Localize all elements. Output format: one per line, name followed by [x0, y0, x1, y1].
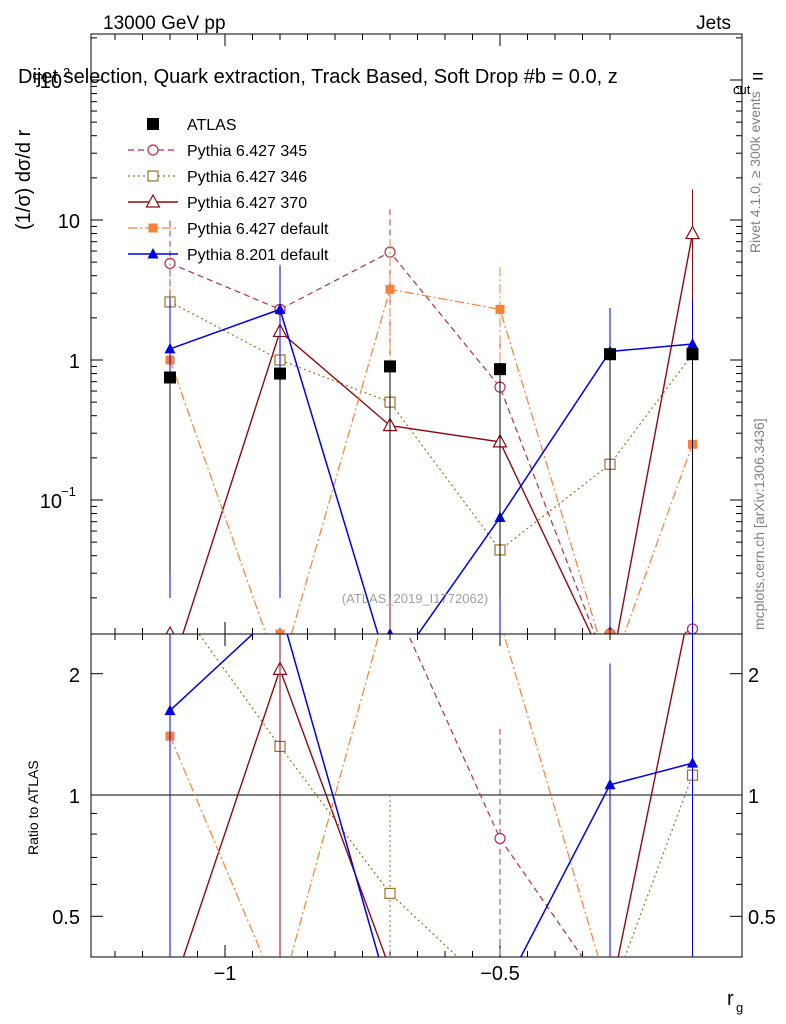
y-tick-0.1-base: 10	[40, 491, 62, 513]
legend-marker	[148, 223, 158, 233]
legend-label: Pythia 6.427 370	[187, 195, 307, 212]
legend-label: Pythia 6.427 default	[187, 221, 329, 238]
data-point	[164, 371, 176, 384]
data-point	[386, 628, 394, 634]
data-point	[494, 363, 506, 376]
legend-marker	[145, 193, 161, 208]
ratio-y-axis-label: Ratio to ATLAS	[25, 760, 41, 855]
data-point	[274, 367, 286, 380]
ratio-point	[604, 778, 616, 790]
data-point	[384, 360, 396, 373]
y-tick-1: 1	[69, 351, 80, 373]
ratio-panel	[90, 633, 743, 958]
legend-marker	[147, 170, 159, 182]
analysis-watermark: (ATLAS_2019_I1772062)	[342, 591, 488, 606]
data-point	[604, 348, 616, 361]
x-axis-label: r g	[727, 988, 743, 1015]
data-point	[165, 625, 175, 634]
legend-label: Pythia 6.427 346	[187, 169, 307, 186]
legend-item-pythia-6-427-346: Pythia 6.427 346	[128, 169, 307, 186]
ratio-line-pythia-6-427-370	[182, 634, 686, 957]
legend-marker	[147, 248, 159, 259]
ratio-y-tick-1: 1	[69, 786, 80, 808]
data-point	[495, 304, 505, 314]
series-line-pythia-6-427-346	[169, 301, 693, 551]
legend-item-pythia-6-427-default: Pythia 6.427 default	[128, 221, 329, 238]
x-tick-minus1: −1	[214, 963, 237, 985]
data-point	[274, 303, 286, 314]
main-series-atlas	[164, 348, 699, 598]
ratio-line-pythia-8-201-default	[169, 634, 693, 957]
data-point	[684, 225, 701, 240]
ratio-y-tick-1-right: 1	[748, 786, 759, 808]
y-tick-100-exponent: 2	[63, 65, 70, 80]
plot-title-text: Dijet selection, Quark extraction, Track…	[18, 66, 618, 88]
ratio-axis-ticks	[91, 634, 742, 957]
ratio-series	[164, 634, 699, 957]
rivet-version-label: Rivet 4.1.0, ≥ 300k events	[747, 91, 763, 253]
legend-item-pythia-6-427-370: Pythia 6.427 370	[128, 193, 307, 212]
main-y-axis-label-text: (1/σ) dσ/d r	[13, 129, 35, 230]
main-panel: (ATLAS_2019_I1772062)	[90, 33, 743, 635]
plot-title: Dijet selection, Quark extraction, Track…	[18, 66, 764, 97]
main-y-axis-label: (1/σ) dσ/d r g	[13, 73, 43, 230]
x-tick-minus0.5: −0.5	[480, 963, 519, 985]
ratio-point	[384, 887, 396, 899]
data-point	[385, 284, 395, 294]
legend-label: Pythia 8.201 default	[187, 247, 329, 264]
y-tick-0.1-exponent: −1	[61, 484, 76, 499]
series-line-pythia-6-427-default	[169, 288, 694, 634]
ratio-y-tick-2-right: 2	[748, 665, 759, 687]
legend-item-pythia-8-201-default: Pythia 8.201 default	[128, 247, 329, 264]
ratio-series-pythia-8-201-default	[164, 634, 698, 957]
ratio-y-tick-0.5: 0.5	[52, 907, 80, 929]
plot-title-end: =	[752, 66, 764, 88]
data-point	[164, 342, 176, 354]
y-tick-10: 10	[58, 211, 80, 233]
main-series-pythia-8-201-default	[164, 265, 698, 634]
legend-marker	[147, 118, 159, 130]
ratio-y-tick-2: 2	[69, 665, 80, 687]
x-axis-label-subscript: g	[736, 1000, 743, 1015]
series-line-pythia-6-427-370	[182, 233, 694, 634]
process-label: Jets	[696, 13, 731, 34]
legend-item-pythia-6-427-345: Pythia 6.427 345	[128, 143, 307, 160]
main-y-axis-label-subscript: g	[28, 73, 43, 80]
data-point	[164, 257, 176, 269]
data-point	[275, 629, 285, 634]
legend-label: ATLAS	[187, 117, 237, 134]
y-tick-0.1: 10 −1	[40, 484, 76, 513]
legend-label: Pythia 6.427 345	[187, 143, 307, 160]
ratio-line-pythia-6-427-346	[198, 634, 694, 957]
ratio-point	[494, 832, 506, 845]
data-point	[687, 338, 698, 349]
mcplots-label: mcplots.cern.ch [arXiv:1306.3436]	[751, 418, 767, 630]
x-axis-label-text: r	[727, 988, 734, 1010]
ratio-series-pythia-6-427-345	[407, 634, 583, 957]
main-series-pythia-6-427-346	[164, 258, 699, 634]
ratio-y-tick-0.5-right: 0.5	[748, 907, 776, 929]
legend-marker	[147, 144, 159, 156]
ratio-line-pythia-6-427-345	[407, 634, 583, 957]
energy-label: 13000 GeV pp	[103, 13, 226, 34]
series-line-pythia-6-427-345	[169, 251, 693, 634]
main-series	[164, 189, 701, 634]
series-line-pythia-8-201-default	[169, 308, 693, 634]
y-tick-100: 10 2	[40, 65, 70, 93]
legend-item-atlas: ATLAS	[147, 117, 237, 134]
legend: ATLAS Pythia 6.427 345 Pythia 6.427 346 Pyt…	[128, 117, 329, 264]
y-tick-100-base: 10	[40, 71, 62, 93]
plot-title-subscript: cut	[733, 82, 751, 97]
data-point	[686, 348, 699, 361]
